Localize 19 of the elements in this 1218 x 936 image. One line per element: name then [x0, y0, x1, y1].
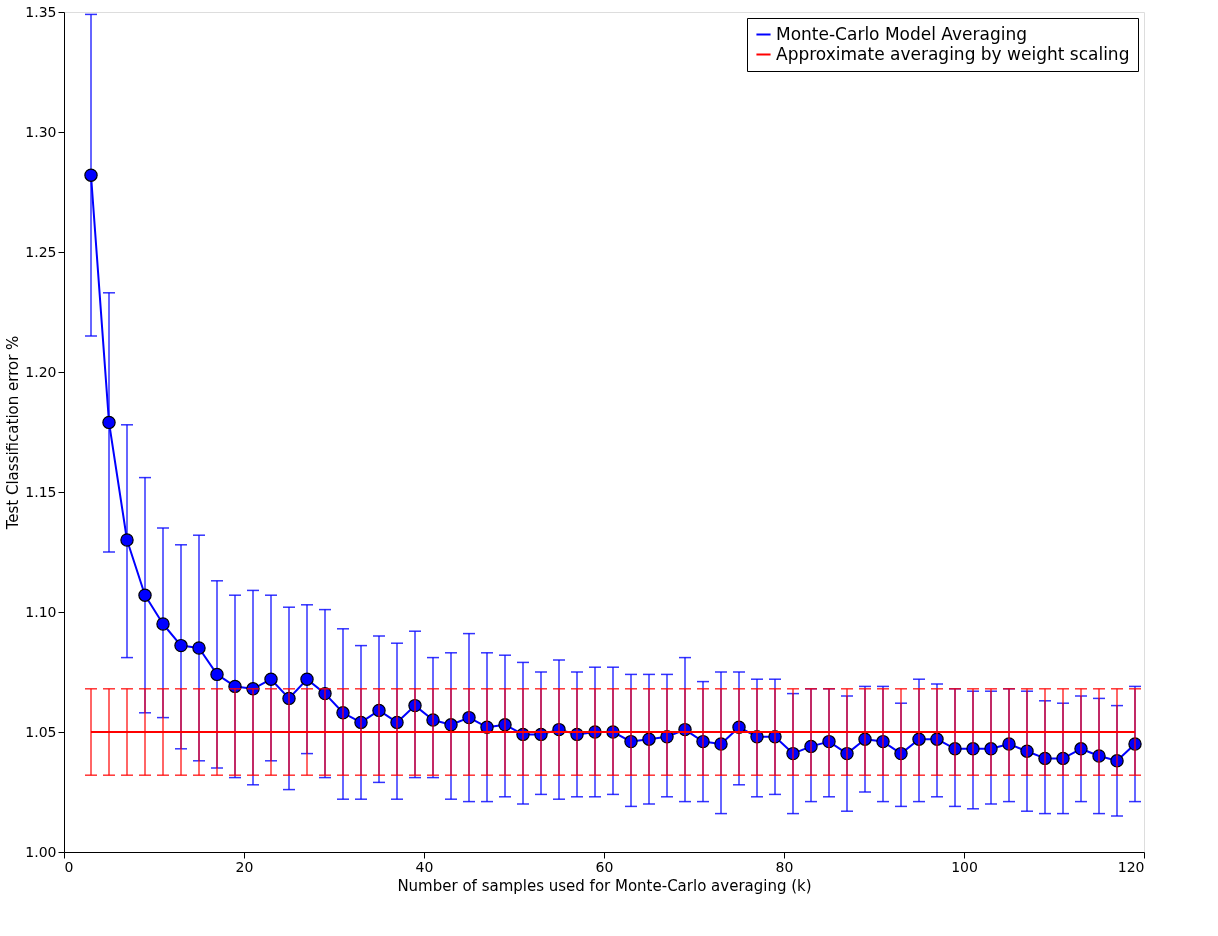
y-tick-label: 1.15 — [25, 483, 57, 500]
y-tick-label: 1.20 — [25, 363, 57, 380]
y-tick-label: 1.10 — [25, 603, 57, 620]
y-tick-label: 1.05 — [25, 723, 57, 740]
y-tick-label: 1.00 — [25, 843, 57, 860]
x-tick-label: 100 — [951, 858, 978, 875]
x-axis-title: Number of samples used for Monte-Carlo averaging (k) — [397, 876, 812, 895]
x-tick-label: 0 — [64, 858, 74, 875]
y-tick-label: 1.35 — [25, 3, 57, 20]
x-tick-label: 40 — [415, 858, 434, 875]
x-tick-label: 20 — [235, 858, 254, 875]
legend-label: Monte-Carlo Model Averaging — [776, 23, 1027, 44]
x-tick-label: 120 — [1117, 858, 1145, 875]
y-tick-label: 1.30 — [25, 123, 57, 140]
y-axis-title: Test Classification error % — [4, 335, 23, 531]
legend-label: Approximate averaging by weight scaling — [776, 43, 1130, 64]
y-tick-label: 1.25 — [25, 243, 57, 260]
x-tick-label: 60 — [595, 858, 614, 875]
x-tick-label: 80 — [775, 858, 794, 875]
